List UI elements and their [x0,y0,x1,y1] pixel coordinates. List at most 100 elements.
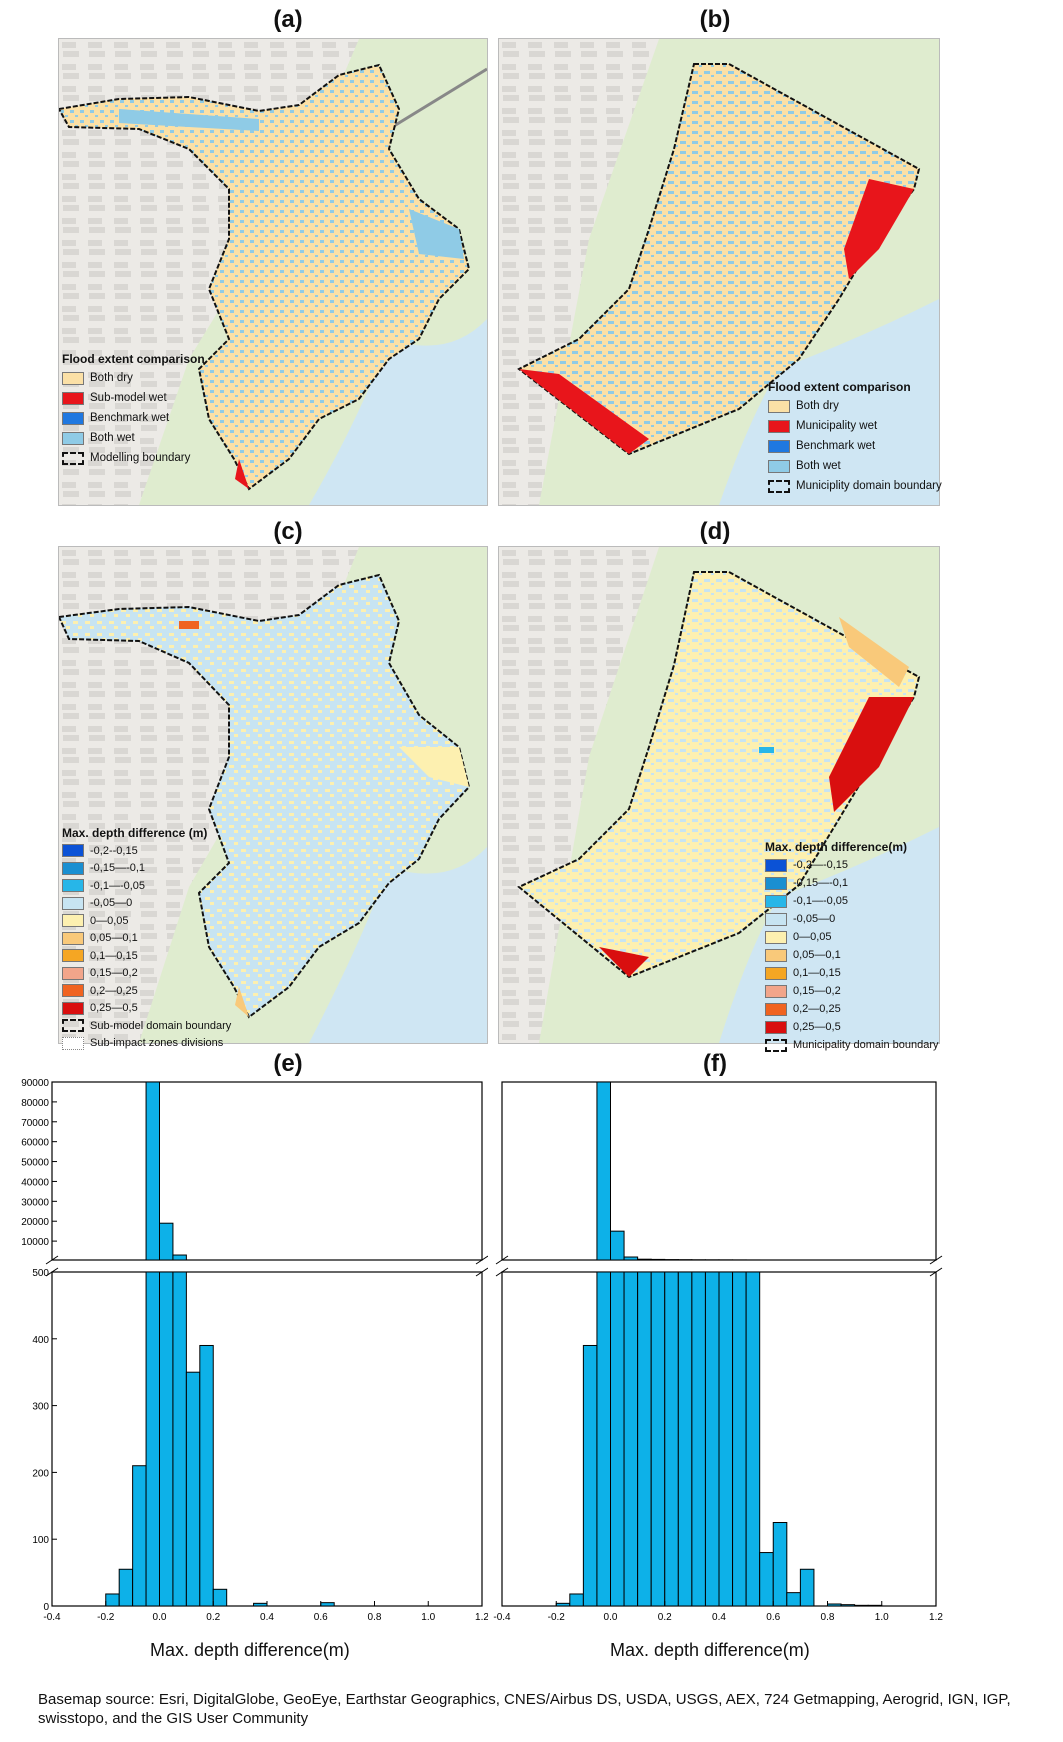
histogram-bar [185,1371,201,1607]
legend-swatch [62,931,84,945]
legend-swatch [62,1036,84,1050]
histogram-bar [105,1593,120,1607]
legend-label: -0,15—-0,1 [793,877,849,889]
histogram-bar [582,1344,598,1607]
legend_c-item: Sub-impact zones divisions [62,1035,262,1053]
legend_c-item: 0,15—0,2 [62,965,262,983]
legend-label: 0,1—0,15 [90,949,138,962]
legend-swatch [765,984,787,998]
histogram-bar [569,1593,584,1607]
x-tick-label: 0.6 [766,1612,780,1623]
histogram-bar [718,1271,734,1607]
x-tick-label: -0.4 [43,1612,61,1623]
legend-swatch [62,861,84,875]
legend-d: Max. depth difference(m) -0,2—-0,15 -0,15… [765,840,955,1054]
legend-swatch [62,371,84,385]
axis-break-mark [495,1255,509,1265]
histogram-bar [132,1465,147,1607]
histogram-bar [745,1271,761,1607]
legend_b-item: Both wet [768,456,948,476]
histogram-bar [677,1271,693,1607]
legend-label: -0,05—0 [793,913,836,925]
legend-label: -0,15—-0,1 [90,862,146,875]
legend-label: Benchmark wet [796,440,876,452]
legend-a: Flood extent comparison Both dry Sub-mode… [62,352,252,468]
legend-label: -0,2--0,15 [90,844,138,857]
x-tick-label: 0.4 [260,1612,274,1623]
histogram-bar [854,1604,869,1607]
legend_d-item: 0,05—0,1 [765,946,955,964]
y-tick-label: 60000 [21,1138,49,1149]
histogram-bar [145,1081,160,1261]
upper-axis-frame [501,1081,937,1261]
legend-swatch [62,391,84,405]
axis-break-mark [475,1267,488,1277]
histogram-bar [704,1271,720,1607]
map-d[interactable] [498,546,940,1044]
legend-swatch [62,1001,84,1015]
legend-label: Municipality domain boundary [793,1039,939,1051]
legend-a-title: Flood extent comparison [62,352,205,366]
axis-break-mark [45,1255,59,1265]
legend-label: Modelling boundary [90,452,191,464]
legend-label: Sub-impact zones divisions [90,1037,224,1050]
legend_a-item: Both dry [62,368,252,388]
legend-swatch [62,1019,84,1033]
legend_b-item: Benchmark wet [768,436,948,456]
legend-label: -0,1—-0,05 [90,879,146,892]
y-tick-label: 40000 [21,1177,49,1188]
legend_c-item: 0,05—0,1 [62,930,262,948]
legend_d-item: 0,2—0,25 [765,1000,955,1018]
legend-swatch [768,419,790,433]
legend-swatch [765,894,787,908]
histogram-bar [786,1592,801,1607]
legend-label: 0—0,05 [793,931,832,943]
legend_b-item: Municiplity domain boundary [768,476,948,496]
y-tick-label: 10000 [21,1237,49,1248]
map-b[interactable] [498,38,940,506]
legend-label: Both dry [796,400,839,412]
legend-label: 0,25—0,5 [90,1002,138,1015]
y-tick-label: 200 [32,1468,49,1479]
histogram-bar [799,1568,815,1607]
y-tick-label: 50000 [21,1158,49,1169]
legend_a-item: Sub-model wet [62,388,252,408]
legend-label: Benchmark wet [90,412,170,424]
x-tick-label: 0.2 [658,1612,672,1623]
legend-swatch [62,966,84,980]
legend_c-item: -0,15—-0,1 [62,860,262,878]
legend_c-item: -0,2--0,15 [62,842,262,860]
legend-swatch [765,1002,787,1016]
map-a[interactable] [58,38,488,506]
legend-label: 0,2—0,25 [90,984,138,997]
legend_a-item: Both wet [62,428,252,448]
x-tick-label: 1.2 [475,1612,488,1623]
histogram-bar [145,1271,160,1607]
x-tick-label: 0.4 [712,1612,726,1623]
histogram-bar [199,1344,214,1607]
panel-f-title: (f) [703,1050,727,1077]
axis-break-mark [495,1267,509,1277]
panel-b-title: (b) [699,6,731,33]
y-tick-label: 400 [32,1335,49,1346]
upper-axis-frame [51,1081,483,1261]
legend-swatch [768,399,790,413]
map-c[interactable] [58,546,488,1044]
legend-swatch [62,879,84,893]
legend-label: Sub-model domain boundary [90,1019,232,1032]
x-tick-label: -0.2 [97,1612,115,1623]
legend-label: 0,15—0,2 [793,985,841,997]
legend-d-title: Max. depth difference(m) [765,840,908,854]
xlabel-f: Max. depth difference(m) [610,1640,810,1660]
histogram-bar [610,1271,625,1607]
y-tick-label: 80000 [21,1098,49,1109]
legend_a-item: Modelling boundary [62,448,252,468]
legend_c-item: -0,1—-0,05 [62,877,262,895]
legend_d-item: Municipality domain boundary [765,1036,955,1054]
legend_c-item: Sub-model domain boundary [62,1017,262,1035]
histogram-bar [691,1271,706,1607]
y-tick-label: 300 [32,1402,49,1413]
y-tick-label: 30000 [21,1197,49,1208]
legend_c-item: -0,05—0 [62,895,262,913]
legend_c-item: 0,2—0,25 [62,982,262,1000]
